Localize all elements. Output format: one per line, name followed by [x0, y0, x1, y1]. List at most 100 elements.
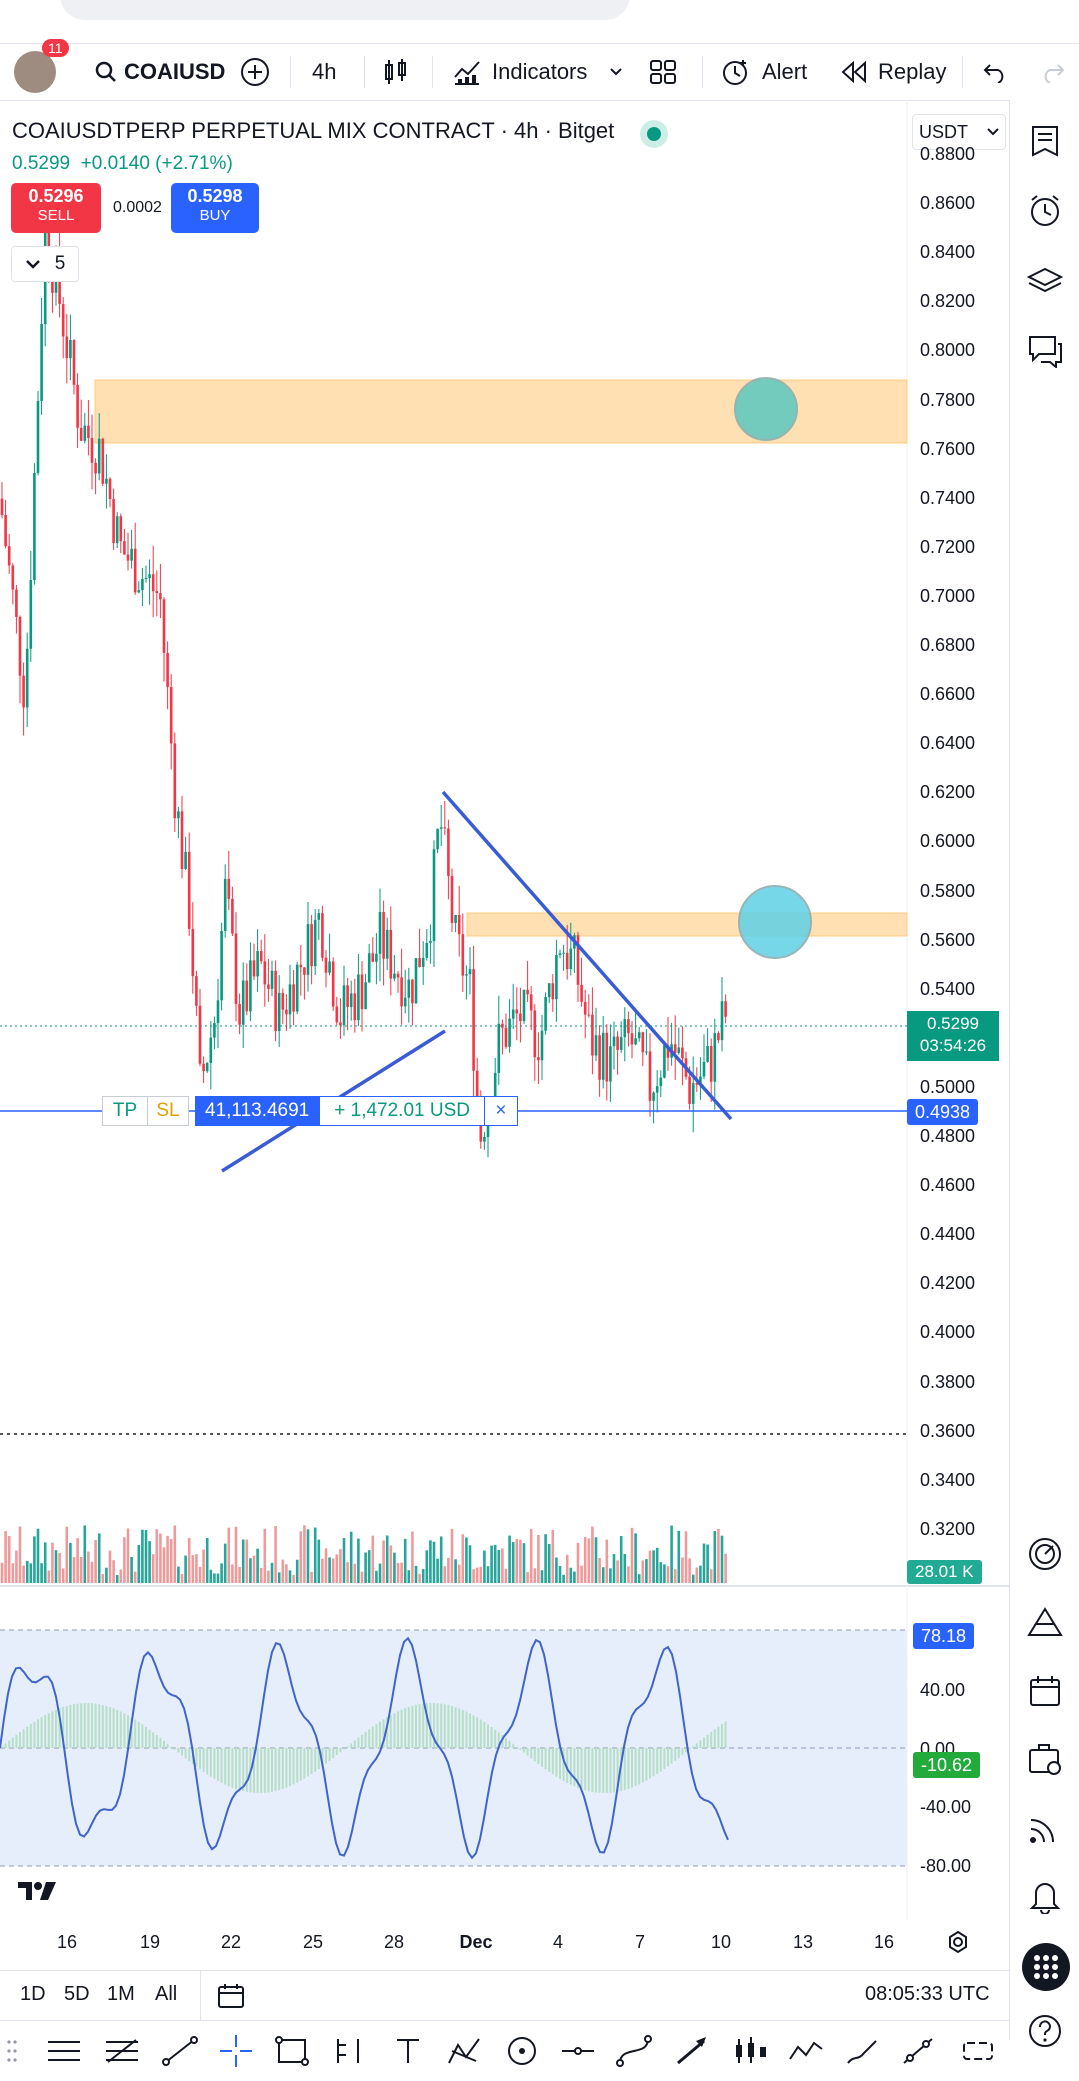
search-pill[interactable] — [60, 0, 630, 20]
volume-bar — [515, 1538, 519, 1583]
price-axis-label: 0.8600 — [920, 193, 976, 214]
range-all[interactable]: All — [155, 1983, 178, 2005]
signal-icon[interactable] — [1026, 1809, 1064, 1847]
candle-body — [702, 1061, 706, 1077]
candle-body — [133, 548, 137, 593]
oscillator-histogram-bar — [166, 1743, 169, 1748]
candle-body — [313, 919, 317, 967]
layers-icon[interactable] — [1026, 262, 1064, 300]
volume-bar — [465, 1537, 468, 1583]
price-chart[interactable] — [0, 100, 1009, 1970]
interval-button[interactable]: 4h — [312, 59, 337, 84]
chart-title[interactable]: COAIUSDTPERP PERPETUAL MIX CONTRACT · 4h… — [12, 118, 615, 143]
clock-icon[interactable] — [1026, 192, 1064, 230]
notification-badge: 11 — [42, 39, 69, 57]
volume-bar — [461, 1534, 465, 1583]
oscillator-histogram-bar — [713, 1729, 716, 1748]
volume-bar — [619, 1536, 623, 1583]
candle-body — [166, 652, 169, 688]
trendline-icon[interactable] — [160, 2031, 200, 2071]
fib-icon[interactable] — [102, 2031, 142, 2071]
oscillator-histogram-bar — [515, 1746, 518, 1748]
more-icon[interactable] — [958, 2031, 998, 2071]
goto-date-button[interactable] — [200, 1971, 245, 2021]
volume-bar — [508, 1535, 511, 1583]
curve-icon[interactable] — [614, 2031, 654, 2071]
arrow-icon[interactable] — [672, 2031, 712, 2071]
tradingview-logo[interactable] — [16, 1880, 62, 1907]
rectangle-icon[interactable] — [272, 2031, 312, 2071]
handle-icon[interactable] — [2, 2031, 22, 2071]
rewind-icon — [841, 60, 866, 84]
indicators-dropdown[interactable] — [608, 44, 624, 100]
avatar[interactable]: 11 — [14, 39, 69, 100]
range-1m[interactable]: 1M — [107, 1983, 135, 2005]
layouts-button[interactable] — [648, 44, 678, 100]
indicators-button[interactable]: Indicators — [452, 44, 587, 100]
briefcase-icon[interactable] — [1026, 1740, 1064, 1778]
price-axis-label: 0.6400 — [920, 733, 976, 754]
volume-bar — [594, 1537, 598, 1583]
replay-button[interactable]: Replay — [840, 44, 946, 100]
tp-button[interactable]: TP — [102, 1096, 148, 1126]
undo-button[interactable] — [982, 44, 1008, 100]
oscillator-histogram-bar — [400, 1709, 403, 1748]
alert-button[interactable]: Alert — [720, 44, 807, 100]
descending-trendline[interactable] — [441, 790, 733, 1121]
crosshair-icon[interactable] — [216, 2031, 256, 2071]
utc-clock[interactable]: 08:05:33 UTC — [865, 1983, 990, 2005]
resistance-zone-lower[interactable] — [466, 912, 908, 937]
oscillator-histogram-bar — [368, 1729, 371, 1748]
eraser-icon[interactable] — [898, 2031, 938, 2071]
oscillator-histogram-bar — [454, 1707, 457, 1748]
target-marker-upper[interactable] — [734, 377, 798, 441]
volume-bar — [40, 1563, 43, 1583]
volume-bar — [713, 1531, 717, 1583]
position-quantity[interactable]: 41,113.4691 — [195, 1096, 320, 1126]
oscillator-histogram-bar — [271, 1748, 273, 1792]
oscillator-histogram-bar — [285, 1748, 288, 1788]
text-icon[interactable] — [388, 2031, 428, 2071]
pitchfork-icon[interactable] — [328, 2031, 368, 2071]
oscillator-histogram-bar — [310, 1748, 313, 1775]
volume-bar — [209, 1569, 213, 1583]
target-marker-lower[interactable] — [738, 885, 812, 959]
chart-type-button[interactable] — [382, 44, 410, 100]
volume-bar — [717, 1528, 720, 1583]
brush-icon[interactable] — [842, 2031, 882, 2071]
add-symbol-button[interactable] — [240, 44, 270, 100]
currency-select[interactable]: USDT — [912, 114, 1006, 150]
close-position-button[interactable]: × — [484, 1096, 518, 1126]
pattern-icon[interactable] — [444, 2031, 484, 2071]
hline-icon[interactable] — [558, 2031, 598, 2071]
legend-collapse-button[interactable]: 5 — [11, 246, 79, 282]
redo-button[interactable] — [1040, 44, 1066, 100]
candles-icon[interactable] — [730, 2031, 770, 2071]
chat-icon[interactable] — [1026, 332, 1064, 370]
circle-icon[interactable] — [502, 2031, 542, 2071]
lines-icon[interactable] — [44, 2031, 84, 2071]
range-1d[interactable]: 1D — [20, 1983, 46, 2005]
sl-button[interactable]: SL — [148, 1096, 189, 1126]
apps-icon[interactable] — [1022, 1943, 1070, 1991]
help-icon[interactable] — [1026, 2012, 1064, 2050]
candle-body — [144, 577, 148, 580]
bell-icon[interactable] — [1026, 1877, 1064, 1915]
sell-button[interactable]: 0.5296 SELL — [11, 183, 101, 233]
path-icon[interactable] — [786, 2031, 826, 2071]
volume-bar — [551, 1529, 555, 1583]
buy-button[interactable]: 0.5298 BUY — [171, 183, 259, 233]
pyramid-icon[interactable] — [1026, 1603, 1064, 1641]
candle-body — [385, 929, 389, 959]
candle-body — [562, 952, 565, 954]
position-price-tag[interactable]: 0.4938 — [907, 1099, 979, 1125]
range-5d[interactable]: 5D — [64, 1983, 90, 2005]
watchlist-icon[interactable] — [1026, 122, 1064, 160]
calendar-icon[interactable] — [1026, 1672, 1064, 1710]
oscillator-histogram-bar — [58, 1708, 61, 1748]
drawing-toolbar — [0, 2020, 1079, 2081]
symbol-search[interactable]: COAIUSD — [94, 44, 225, 100]
axis-settings-button[interactable] — [946, 1930, 970, 1959]
position-widget[interactable]: TP SL 41,113.4691 + 1,472.01 USD × — [102, 1096, 518, 1126]
target-icon[interactable] — [1026, 1535, 1064, 1573]
